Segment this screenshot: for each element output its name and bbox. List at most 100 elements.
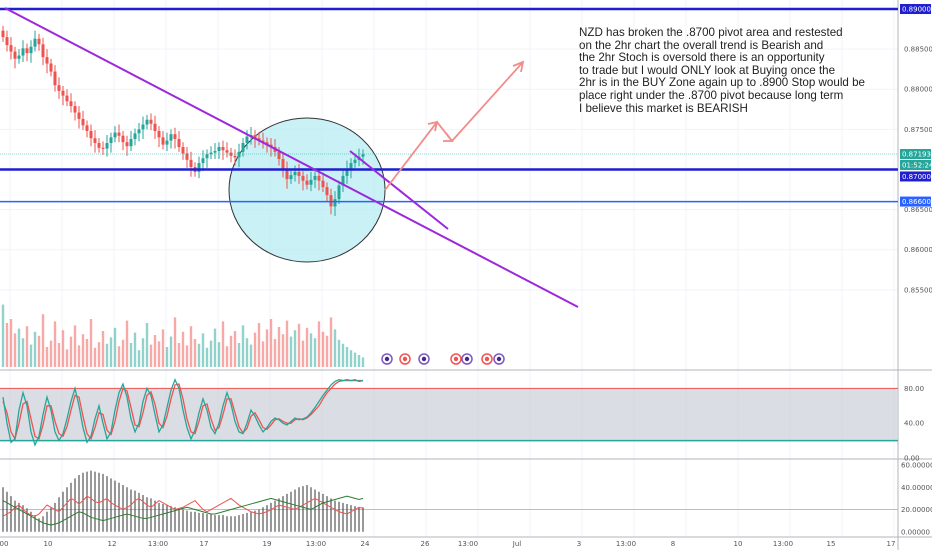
price-tag[interactable]: [900, 159, 931, 170]
volume-bar: [349, 350, 353, 367]
volume-bar: [329, 317, 333, 367]
volume-bar: [309, 333, 313, 367]
time-tick-label: 24: [361, 540, 370, 548]
candle-body: [73, 106, 77, 113]
candle-body: [245, 136, 249, 143]
volume-bar: [73, 325, 77, 367]
volume-bar: [25, 326, 29, 367]
volume-bar: [345, 347, 349, 367]
volume-bar: [189, 326, 193, 367]
price-tag-label: 01:52:24: [902, 161, 932, 169]
time-axis[interactable]: 00 10 12 13:00 17 19 13:00 24 26 13:00 Jul 3 13:00 8 1…: [0, 540, 895, 548]
candle-body: [57, 85, 61, 91]
projection-arrowhead: [443, 132, 454, 142]
price-tag[interactable]: [900, 196, 931, 207]
volume-bar: [109, 337, 113, 367]
trendlines[interactable]: [4, 7, 579, 308]
event-icon-dot: [384, 356, 390, 362]
candle-body: [329, 195, 333, 207]
price-tag[interactable]: [900, 4, 931, 15]
volume-bar: [137, 350, 141, 367]
price-axis[interactable]: 0.88500 0.88000 0.87500 0.86500 0.86000 0.855…: [900, 4, 932, 536]
highlight-ellipse: [228, 117, 386, 263]
candle-body: [129, 138, 133, 147]
candle-body: [77, 112, 81, 119]
candle-body: [333, 199, 337, 207]
candle-body: [89, 130, 93, 139]
price-tag[interactable]: [900, 171, 931, 182]
candle-body: [141, 124, 145, 130]
price-tag-label: 0.87193: [902, 150, 931, 158]
price-tick-label: 0.86000: [904, 246, 932, 254]
volume-bar: [21, 338, 25, 367]
candle-body: [81, 118, 85, 126]
projection-arrows: [384, 60, 525, 191]
event-icon-dot: [496, 356, 502, 362]
candle-body: [37, 38, 41, 45]
candle-body: [133, 133, 137, 139]
volume-bar: [173, 317, 177, 367]
candle-body: [85, 125, 89, 131]
volume-bar: [93, 347, 97, 367]
price-tag[interactable]: [900, 148, 931, 159]
candle-body: [177, 138, 181, 148]
volume-bar: [325, 335, 329, 367]
price-tag-label: 0.86600: [902, 198, 931, 206]
candle-body: [361, 154, 365, 157]
volume-bar: [129, 343, 133, 367]
short-downtrend-line[interactable]: [349, 150, 449, 230]
time-tick-label: 8: [671, 540, 675, 548]
volume-bar: [117, 346, 121, 367]
candle-body: [197, 163, 201, 172]
candle-body: [277, 151, 281, 160]
volume-bar: [277, 327, 281, 367]
volume-bar: [77, 345, 81, 367]
volume-bar: [217, 342, 221, 367]
volume-bar: [289, 336, 293, 367]
volume-bar: [253, 332, 257, 367]
volume-bar: [265, 329, 269, 367]
time-tick-label: 17: [200, 540, 209, 548]
candle-body: [53, 71, 57, 86]
main-downtrend-line[interactable]: [4, 7, 579, 308]
price-tag-label: 0.87000: [902, 173, 931, 181]
osc-red-line: [2, 495, 364, 517]
analysis-note: NZD has broken the .8700 pivot area and …: [579, 26, 865, 115]
volume-bar: [9, 319, 13, 367]
candle-body: [261, 140, 265, 143]
projection-arrowhead: [427, 120, 439, 132]
volume-bar: [293, 330, 297, 367]
candle-body: [337, 185, 341, 200]
candle-body: [157, 130, 161, 138]
candle-body: [153, 123, 157, 131]
candle-body: [233, 155, 237, 158]
volume-bar: [273, 339, 277, 367]
volume-bar: [221, 321, 225, 367]
volume-bar: [141, 338, 145, 367]
candle-body: [181, 147, 185, 154]
volume-bar: [361, 357, 365, 367]
candle-body: [257, 138, 261, 141]
candle-body: [165, 140, 169, 145]
candle-body: [29, 46, 33, 54]
candle-body: [293, 171, 297, 176]
candle-body: [321, 180, 325, 188]
event-icons[interactable]: [381, 353, 505, 365]
candle-body: [285, 169, 289, 180]
price-tick-label: 0.88000: [904, 86, 932, 94]
candle-body: [349, 163, 353, 169]
volume-bar: [49, 340, 53, 367]
time-tick-label: Jul: [512, 540, 522, 548]
volume-bar: [177, 343, 181, 367]
candle-body: [113, 132, 117, 138]
volume-bar: [313, 338, 317, 367]
candle-body: [237, 151, 241, 158]
time-tick-label: 10: [734, 540, 743, 548]
volume-bar: [185, 345, 189, 367]
candle-body: [25, 48, 29, 54]
volume-bar: [181, 331, 185, 367]
volume-bar: [357, 355, 361, 367]
volume-bar: [241, 325, 245, 367]
volume-bar: [237, 343, 241, 367]
